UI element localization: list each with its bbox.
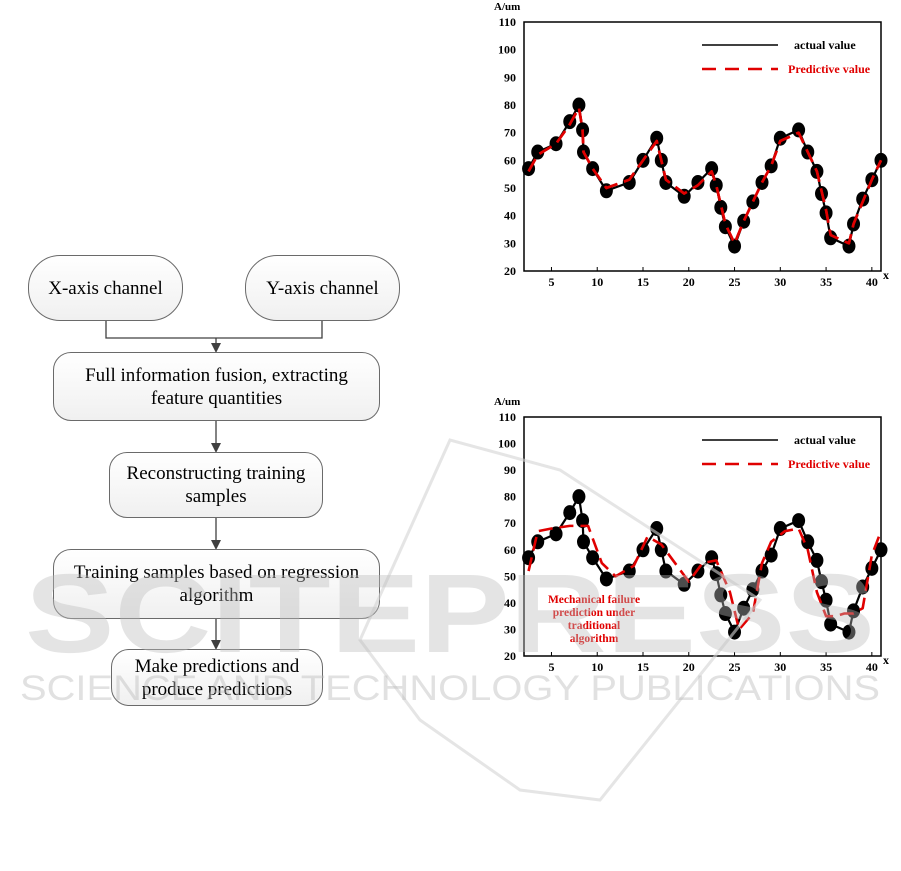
fusion-node: Full information fusion, extracting feat…: [53, 352, 380, 421]
predict-node: Make predictions and produce predictions: [111, 649, 323, 706]
y-axis-channel-label: Y-axis channel: [266, 277, 379, 299]
x-axis-channel-label: X-axis channel: [48, 277, 163, 299]
training-label: Training samples based on regression alg…: [73, 562, 360, 606]
x-axis-channel-node: X-axis channel: [28, 255, 183, 321]
reconstruct-label: Reconstructing training samples: [126, 463, 306, 507]
predict-label: Make predictions and produce predictions: [134, 655, 300, 700]
y-axis-channel-node: Y-axis channel: [245, 255, 400, 321]
reconstruct-node: Reconstructing training samples: [109, 452, 323, 518]
training-node: Training samples based on regression alg…: [53, 549, 380, 619]
merge-connector: [105, 321, 323, 339]
fusion-label: Full information fusion, extracting feat…: [85, 364, 348, 409]
